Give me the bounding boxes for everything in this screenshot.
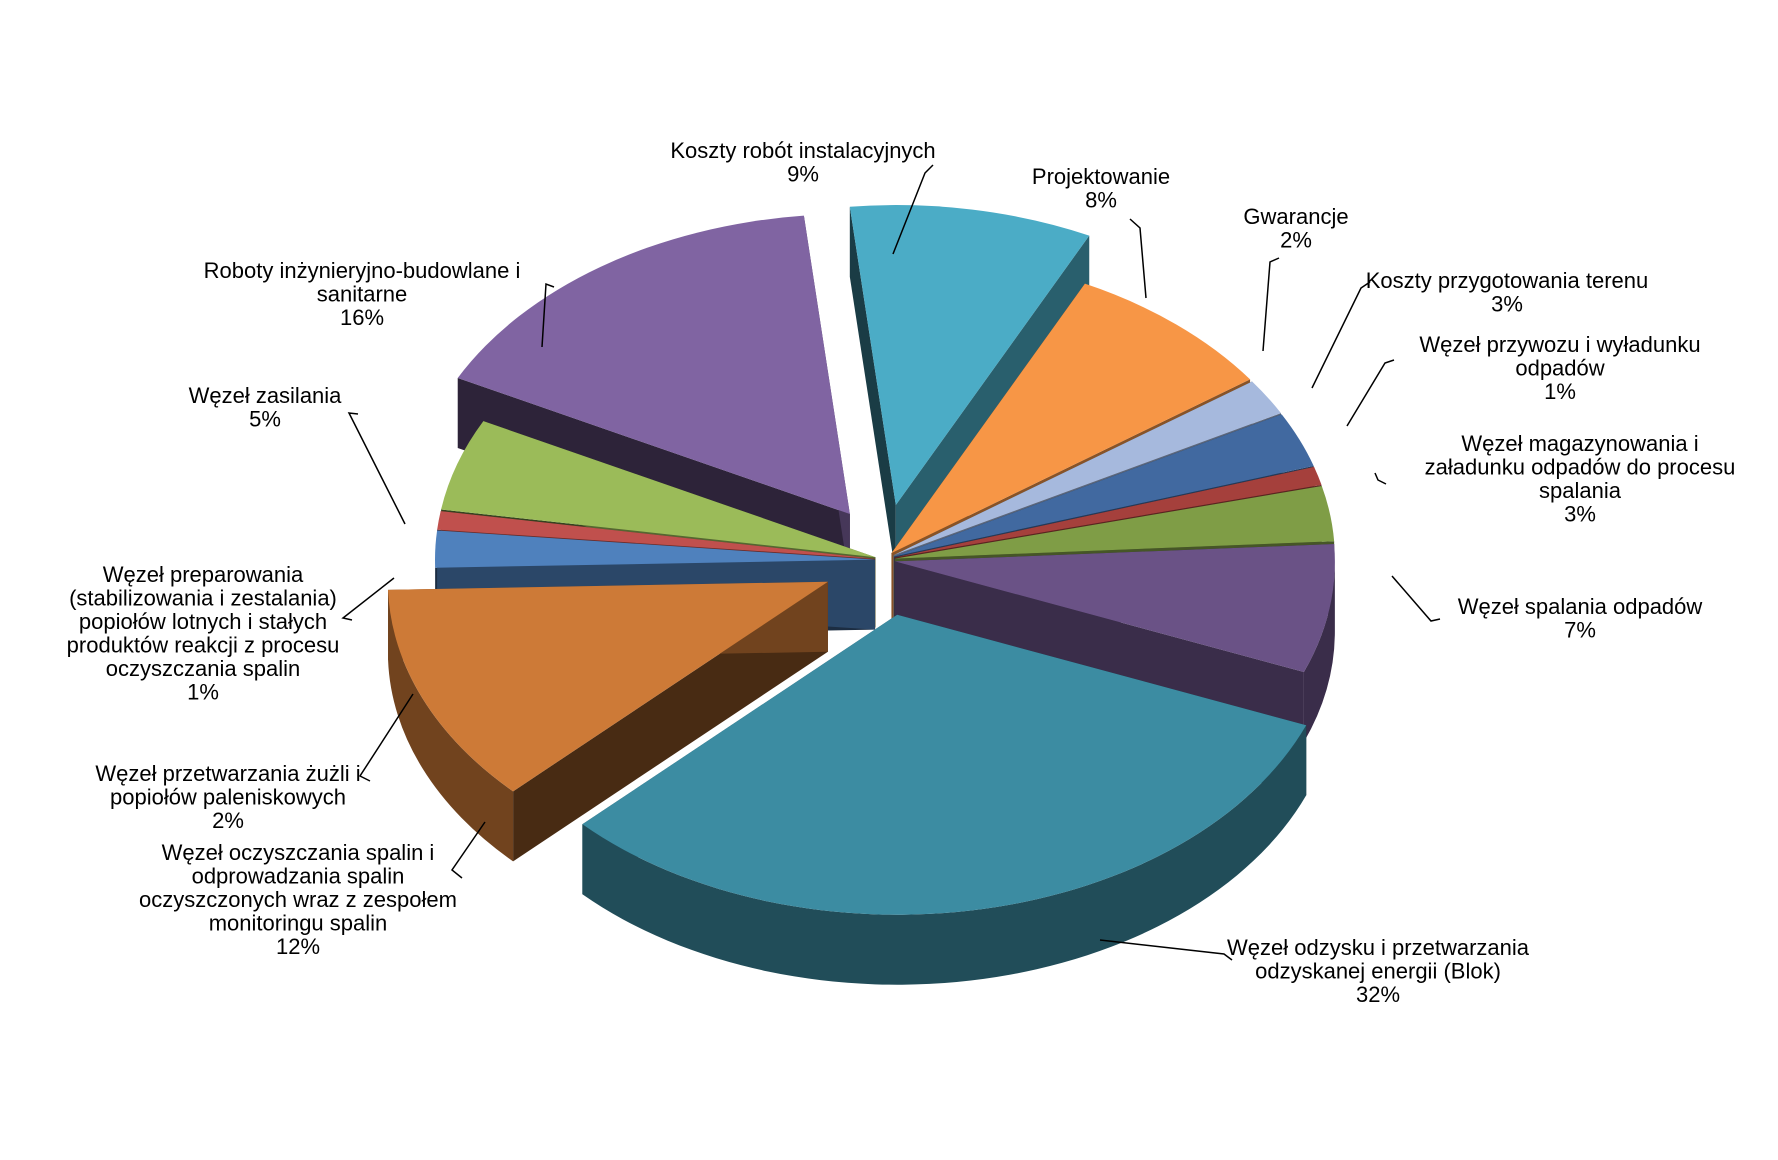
slice-label-line: Węzeł oczyszczania spalin i [162,840,435,865]
slice-percent: 3% [1491,292,1523,317]
slice-percent: 2% [212,808,244,833]
slice-label-line: Projektowanie [1032,164,1170,189]
slice-label-line: Węzeł przywozu i wyładunku [1419,332,1700,357]
slice-label-line: monitoringu spalin [209,911,388,936]
slice-label-line: Węzeł magazynowania i [1461,431,1698,456]
slice-percent: 2% [1280,228,1312,253]
slice-percent: 8% [1085,188,1117,213]
slice-percent: 1% [1544,379,1576,404]
leader-line-9 [452,822,485,878]
slice-label-line: Koszty przygotowania terenu [1366,268,1649,293]
slice-label-line: (stabilizowania i zestalania) [69,586,337,611]
slice-label-line: Węzeł preparowania [103,562,304,587]
slice-label-line: załadunku odpadów do procesu [1425,455,1736,480]
leader-line-7 [1392,576,1440,621]
slice-label-line: sanitarne [317,282,408,307]
leader-line-3 [1263,258,1279,351]
slice-percent: 16% [340,305,384,330]
leader-line-10 [360,694,413,781]
slice-label-line: Węzeł przetwarzania żużli i [95,761,360,786]
slice-label-line: Węzeł zasilania [189,383,343,408]
slice-percent: 5% [249,407,281,432]
slice-label-line: Węzeł odzysku i przetwarzania [1227,935,1530,960]
slice-percent: 32% [1356,982,1400,1007]
slice-label-line: spalania [1539,478,1622,503]
slice-label-11: Węzeł preparowania(stabilizowania i zest… [67,562,340,705]
slice-label-line: Roboty inżynieryjno-budowlane i [204,258,521,283]
leader-line-5 [1347,360,1394,426]
slice-percent: 9% [787,162,819,187]
slice-percent: 1% [187,680,219,705]
slice-percent: 12% [276,934,320,959]
slice-label-line: produktów reakcji z procesu [67,633,340,658]
slice-label-line: odprowadzania spalin [192,864,405,889]
slice-label-line: oczyszczonych wraz z zespołem [139,887,457,912]
slice-label-line: Węzeł spalania odpadów [1458,594,1703,619]
leader-line-6 [1375,473,1386,484]
slice-label-line: popiołów paleniskowych [110,785,346,810]
slice-label-line: Koszty robót instalacyjnych [670,138,935,163]
slice-label-line: popiołów lotnych i stałych [79,609,327,634]
leader-line-2 [1130,219,1146,298]
leader-line-4 [1312,282,1370,388]
slice-percent: 7% [1564,618,1596,643]
slice-label-line: Gwarancje [1243,204,1348,229]
slice-label-line: oczyszczania spalin [106,656,300,681]
slice-percent: 3% [1564,502,1596,527]
slice-label-line: odzyskanej energii (Blok) [1255,959,1501,984]
leader-line-12 [349,413,405,524]
leader-line-11 [343,578,394,620]
slice-label-line: odpadów [1515,356,1604,381]
